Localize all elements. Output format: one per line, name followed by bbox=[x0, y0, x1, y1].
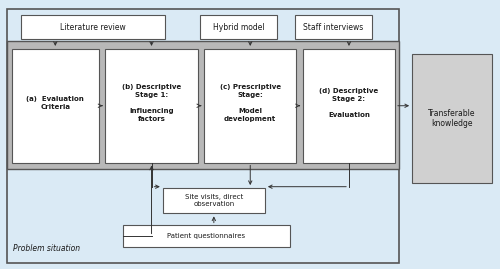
Bar bbox=[204, 49, 296, 162]
Text: Site visits, direct
observation: Site visits, direct observation bbox=[184, 194, 243, 207]
Text: (a)  Evaluation
Criteria: (a) Evaluation Criteria bbox=[26, 96, 84, 110]
Bar bbox=[295, 15, 372, 40]
Bar bbox=[412, 54, 492, 183]
Text: (c) Prescriptive
Stage:

Model
development: (c) Prescriptive Stage: Model developmen… bbox=[220, 84, 281, 122]
Bar bbox=[123, 225, 290, 247]
Text: Hybrid model: Hybrid model bbox=[213, 23, 264, 32]
Text: Problem situation: Problem situation bbox=[13, 244, 80, 253]
Text: Transferable
knowledge: Transferable knowledge bbox=[428, 109, 476, 128]
Bar bbox=[106, 49, 198, 162]
Bar bbox=[200, 15, 278, 40]
Text: Staff interviews: Staff interviews bbox=[304, 23, 364, 32]
Bar bbox=[7, 9, 398, 264]
Text: (b) Descriptive
Stage 1:

Influencing
factors: (b) Descriptive Stage 1: Influencing fac… bbox=[122, 84, 181, 122]
Bar bbox=[20, 15, 165, 40]
Text: Literature review: Literature review bbox=[60, 23, 126, 32]
Text: Patient questionnaires: Patient questionnaires bbox=[168, 233, 246, 239]
Bar bbox=[12, 49, 99, 162]
Bar bbox=[7, 41, 398, 169]
Text: (d) Descriptive
Stage 2:

Evaluation: (d) Descriptive Stage 2: Evaluation bbox=[320, 88, 378, 118]
Bar bbox=[162, 188, 265, 213]
Bar bbox=[303, 49, 395, 162]
